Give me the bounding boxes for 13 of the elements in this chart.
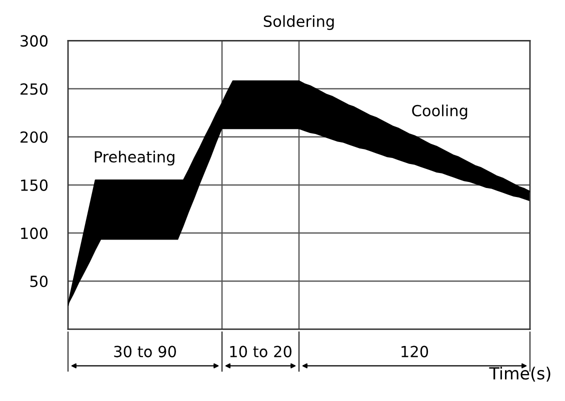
y-tick-label: 250: [20, 83, 48, 95]
text: 10 to 20: [230, 346, 292, 358]
y-tick-label: 200: [20, 131, 48, 143]
text: 120: [402, 346, 428, 358]
y-tick-label: 100: [21, 228, 48, 240]
annotation: Preheating: [94, 150, 174, 166]
annotation: Cooling: [412, 104, 468, 120]
y-tick-label: 50: [30, 276, 48, 288]
text: 30 to 90: [114, 346, 176, 358]
x-axis-title: Time(s): [489, 366, 550, 382]
chart-title: Soldering: [264, 15, 334, 30]
y-tick-label: 150: [21, 179, 48, 191]
y-tick-label: 300: [20, 35, 48, 47]
